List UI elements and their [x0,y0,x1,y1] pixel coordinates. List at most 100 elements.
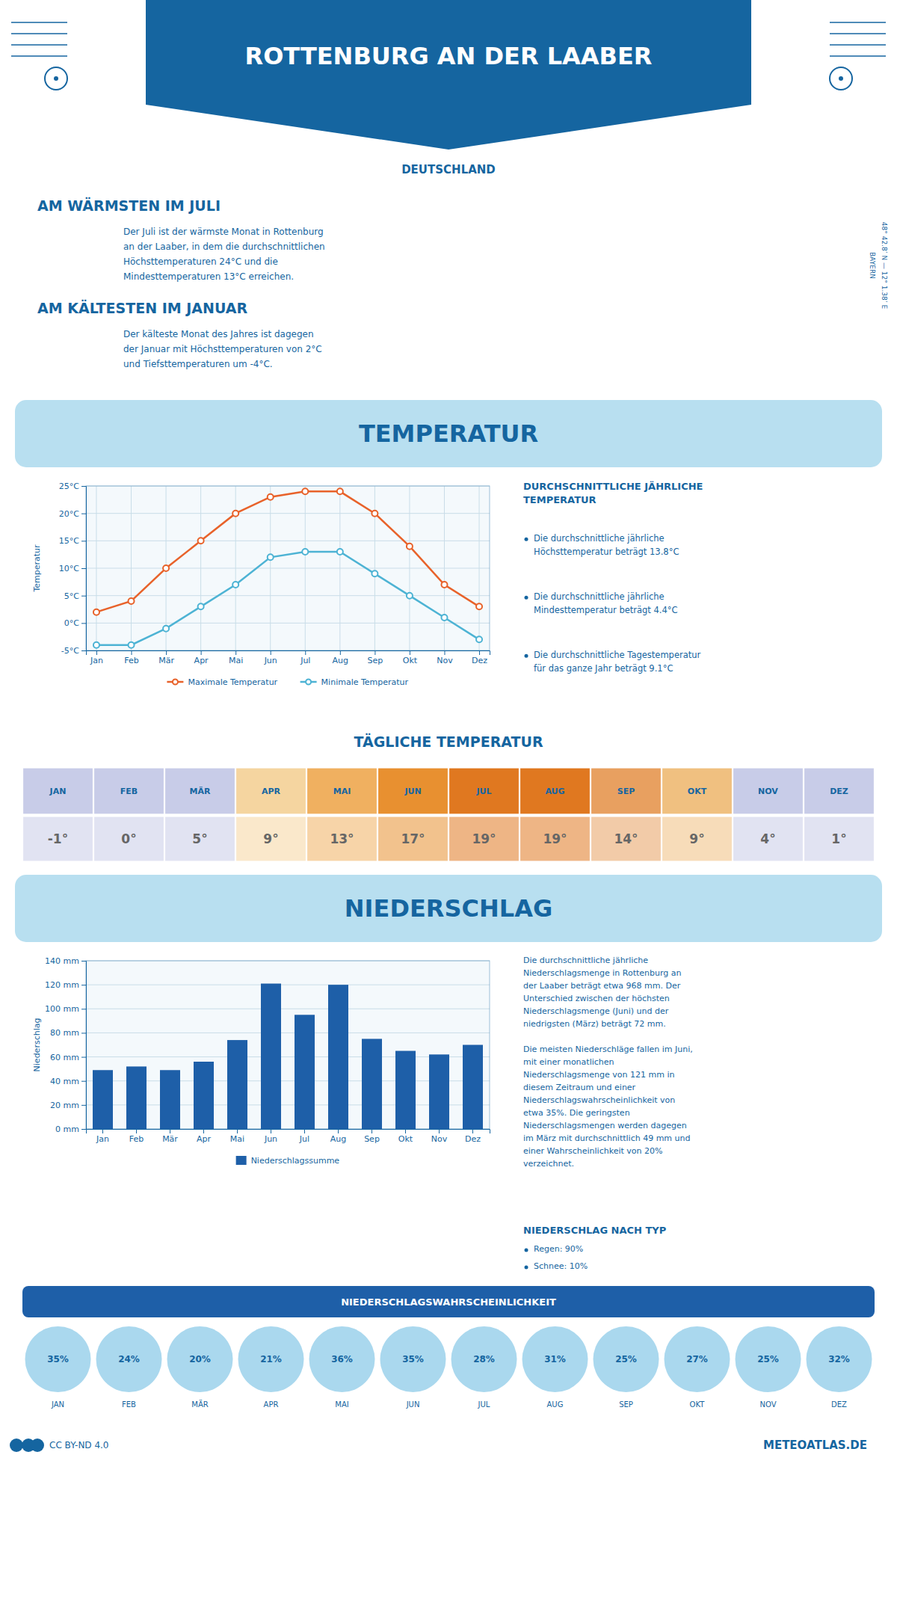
grid-line [85,1032,490,1034]
category-label: JUN [403,786,421,797]
bar [294,1014,315,1129]
data-label: 19° [471,831,496,847]
category-label: AUG [544,786,565,797]
tick-label: Dez [464,1133,481,1144]
marks [92,983,483,1129]
tick-label: -5°C [61,645,80,656]
tick-label: Sep [364,1133,380,1144]
table-header-cell [733,767,804,815]
tick-mark [270,650,272,655]
grid-line [85,595,490,596]
category-label: JUL [477,1400,491,1409]
plot-frame [85,960,490,1129]
text-line: DEUTSCHLAND [401,162,496,177]
tick-mark [472,1128,474,1134]
tick-mark [81,513,86,515]
table-value-cell [520,816,591,862]
bar [395,1050,416,1129]
point [93,642,100,649]
tick-mark [81,1128,86,1130]
legend-swatch [305,679,311,685]
data-label: -1° [47,831,69,847]
category-label: JAN [50,1400,65,1409]
text-line: Niederschlagsmengen werden dagegen [523,1120,687,1131]
text-line: Niederschlagswahrscheinlichkeit von [523,1095,675,1105]
text-line: DURCHSCHNITTLICHE JÄHRLICHE [523,480,703,492]
license: CC BY-ND 4.0 [49,1439,110,1451]
text-line: AM KÄLTESTEN IM JANUAR [37,299,249,317]
tick-label: Mai [228,655,243,666]
table-value-cell [804,816,875,862]
text-line: Die durchschnittliche Tagestemperatur [533,649,702,661]
tick-label: Aug [332,655,349,666]
category-label: OKT [689,1400,706,1409]
data-label: 35% [402,1353,424,1365]
table-header-cell [449,767,520,815]
point [162,625,169,632]
text-line: an der Laaber, in dem die durchschnittli… [123,241,326,252]
tick-mark [235,650,237,655]
text-line: AM WÄRMSTEN IM JULI [37,196,221,214]
banner [145,0,752,150]
legend-label: Minimale Temperatur [321,677,409,687]
table-value-cell [165,816,236,862]
tick-mark [169,1128,171,1134]
grid-line [85,984,490,986]
tick-label: 80 mm [50,1027,80,1038]
tick: Mai [230,1128,245,1144]
point [476,636,483,643]
tick: Okt [402,650,418,666]
tick: Mär [158,650,175,666]
tick: Aug [332,650,349,666]
tick: Okt [398,1128,414,1144]
tick-mark [81,960,86,962]
annotation-title: DURCHSCHNITTLICHE JÄHRLICHETEMPERATUR [523,480,703,506]
point [267,494,274,501]
point [162,565,169,572]
text-line: und Tiefsttemperaturen um -4°C. [123,358,273,370]
license-icon [30,1438,45,1452]
table-value-cell [236,816,307,862]
tick: Nov [431,1128,448,1144]
circle [25,1326,92,1392]
legend-label: Maximale Temperatur [187,677,278,687]
text-line: NIEDERSCHLAGSWAHRSCHEINLICHKEIT [340,1296,557,1308]
data-label: 5° [192,831,208,847]
footer: METEOATLAS.DE [763,1438,868,1452]
category-label: OKT [687,786,708,797]
tick-label: Jun [263,1133,278,1144]
table-value-cell [378,816,449,862]
circle [806,1326,873,1392]
tick: 40 mm [50,1076,86,1087]
point [301,488,308,495]
section-title: TEMPERATUR [358,419,539,448]
tick-mark [81,622,86,624]
tick: Jan [89,650,104,666]
tick-mark [340,650,341,655]
text-line: etwa 35%. Die geringsten [523,1107,631,1118]
point [441,581,448,588]
grid-line [269,485,271,651]
point [406,543,413,550]
point [406,592,413,599]
data-label: 4° [760,831,776,847]
data-label: 28% [473,1353,495,1365]
text-line: niedrigsten (März) beträgt 72 mm. [523,1018,667,1029]
text-line: Die durchschnittliche jährliche [523,955,649,966]
table-header-cell [23,767,94,815]
decoration [829,55,886,57]
highlight-title: AM KÄLTESTEN IM JANUAR [37,299,249,317]
table-header-cell [662,767,733,815]
grid [85,485,490,651]
tick-label: Sep [367,655,384,666]
tick-mark [371,1128,373,1134]
license-icon [9,1438,24,1452]
tick: Jul [299,650,311,666]
category-label: NOV [757,786,779,797]
subtitle: DEUTSCHLAND [401,162,496,177]
grid-line [130,485,132,651]
text-line: verzeichnet. [523,1158,575,1169]
category-label: NOV [759,1400,776,1409]
legend-item: Minimale Temperatur [300,677,409,687]
data-label: 14° [613,831,638,847]
